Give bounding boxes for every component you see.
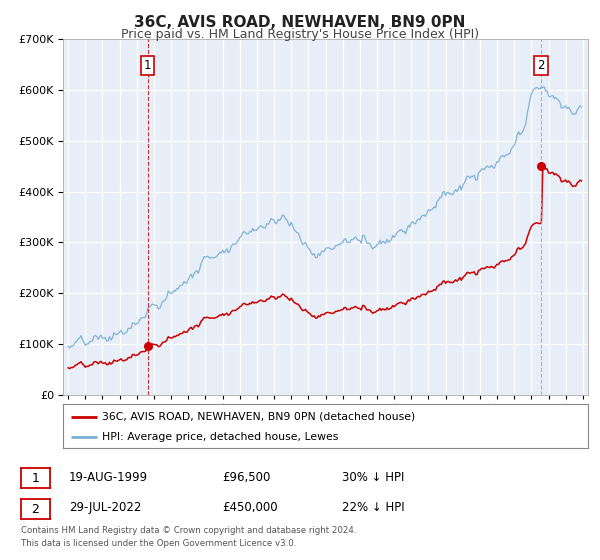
Text: 30% ↓ HPI: 30% ↓ HPI <box>342 470 404 484</box>
Text: 1: 1 <box>31 472 40 485</box>
Text: 22% ↓ HPI: 22% ↓ HPI <box>342 501 404 515</box>
Text: £450,000: £450,000 <box>222 501 278 515</box>
Text: HPI: Average price, detached house, Lewes: HPI: Average price, detached house, Lewe… <box>103 432 339 442</box>
Text: 29-JUL-2022: 29-JUL-2022 <box>69 501 142 515</box>
Text: Price paid vs. HM Land Registry's House Price Index (HPI): Price paid vs. HM Land Registry's House … <box>121 28 479 41</box>
Text: £96,500: £96,500 <box>222 470 271 484</box>
Text: 19-AUG-1999: 19-AUG-1999 <box>69 470 148 484</box>
Text: 36C, AVIS ROAD, NEWHAVEN, BN9 0PN (detached house): 36C, AVIS ROAD, NEWHAVEN, BN9 0PN (detac… <box>103 412 416 422</box>
Text: This data is licensed under the Open Government Licence v3.0.: This data is licensed under the Open Gov… <box>21 539 296 548</box>
Text: Contains HM Land Registry data © Crown copyright and database right 2024.: Contains HM Land Registry data © Crown c… <box>21 526 356 535</box>
Text: 2: 2 <box>538 59 545 72</box>
Text: 36C, AVIS ROAD, NEWHAVEN, BN9 0PN: 36C, AVIS ROAD, NEWHAVEN, BN9 0PN <box>134 15 466 30</box>
Text: 2: 2 <box>31 502 40 516</box>
Text: 1: 1 <box>144 59 151 72</box>
